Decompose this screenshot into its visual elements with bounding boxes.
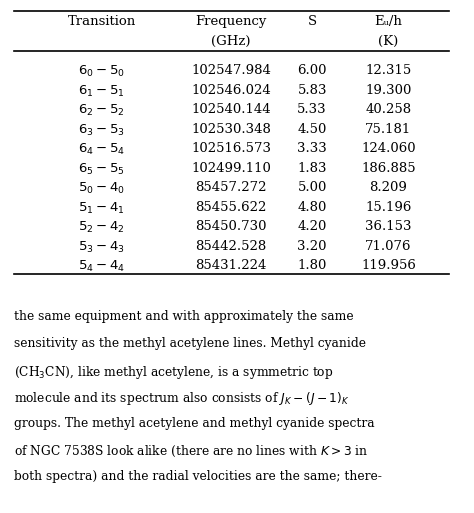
Text: the same equipment and with approximately the same: the same equipment and with approximatel… <box>14 310 354 323</box>
Text: $5_0 - 4_0$: $5_0 - 4_0$ <box>78 181 125 196</box>
Text: 5.00: 5.00 <box>298 181 327 194</box>
Text: $6_0 - 5_0$: $6_0 - 5_0$ <box>78 64 125 79</box>
Text: 75.181: 75.181 <box>365 123 411 135</box>
Text: 1.83: 1.83 <box>297 162 327 174</box>
Text: $5_2 - 4_2$: $5_2 - 4_2$ <box>79 220 125 235</box>
Text: 12.315: 12.315 <box>365 64 411 77</box>
Text: (CH$_3$CN), like methyl acetylene, is a symmetric top: (CH$_3$CN), like methyl acetylene, is a … <box>14 364 333 381</box>
Text: 85431.224: 85431.224 <box>196 259 267 272</box>
Text: 3.20: 3.20 <box>297 240 327 252</box>
Text: 1.80: 1.80 <box>298 259 327 272</box>
Text: $6_4 - 5_4$: $6_4 - 5_4$ <box>78 142 125 157</box>
Text: $5_4 - 4_4$: $5_4 - 4_4$ <box>78 259 125 274</box>
Text: 6.00: 6.00 <box>297 64 327 77</box>
Text: both spectra) and the radial velocities are the same; there-: both spectra) and the radial velocities … <box>14 470 382 483</box>
Text: 5.83: 5.83 <box>297 84 327 96</box>
Text: of NGC 7538S look alike (there are no lines with $K > 3$ in: of NGC 7538S look alike (there are no li… <box>14 444 368 459</box>
Text: 186.885: 186.885 <box>361 162 416 174</box>
Text: 85450.730: 85450.730 <box>195 220 267 233</box>
Text: Transition: Transition <box>68 15 136 28</box>
Text: (K): (K) <box>378 35 399 48</box>
Text: 8.209: 8.209 <box>370 181 407 194</box>
Text: (GHz): (GHz) <box>211 35 251 48</box>
Text: 19.300: 19.300 <box>365 84 411 96</box>
Text: 102540.144: 102540.144 <box>191 103 271 116</box>
Text: $6_1 - 5_1$: $6_1 - 5_1$ <box>78 84 125 98</box>
Text: 71.076: 71.076 <box>365 240 412 252</box>
Text: 3.33: 3.33 <box>297 142 327 155</box>
Text: 40.258: 40.258 <box>365 103 411 116</box>
Text: 102516.573: 102516.573 <box>191 142 271 155</box>
Text: groups. The methyl acetylene and methyl cyanide spectra: groups. The methyl acetylene and methyl … <box>14 417 374 430</box>
Text: Frequency: Frequency <box>196 15 267 28</box>
Text: $6_2 - 5_2$: $6_2 - 5_2$ <box>79 103 125 118</box>
Text: 4.20: 4.20 <box>298 220 327 233</box>
Text: $6_3 - 5_3$: $6_3 - 5_3$ <box>78 123 125 137</box>
Text: S: S <box>308 15 317 28</box>
Text: Eᵤ/h: Eᵤ/h <box>374 15 402 28</box>
Text: $6_5 - 5_5$: $6_5 - 5_5$ <box>78 162 125 176</box>
Text: 124.060: 124.060 <box>361 142 416 155</box>
Text: 102530.348: 102530.348 <box>191 123 271 135</box>
Text: 4.80: 4.80 <box>298 201 327 213</box>
Text: $5_3 - 4_3$: $5_3 - 4_3$ <box>78 240 125 254</box>
Text: 36.153: 36.153 <box>365 220 412 233</box>
Text: 85442.528: 85442.528 <box>196 240 267 252</box>
Text: 102499.110: 102499.110 <box>191 162 271 174</box>
Text: $5_1 - 4_1$: $5_1 - 4_1$ <box>78 201 125 215</box>
Text: 102547.984: 102547.984 <box>191 64 271 77</box>
Text: 85455.622: 85455.622 <box>196 201 267 213</box>
Text: molecule and its spectrum also consists of $J_K - (J-1)_K$: molecule and its spectrum also consists … <box>14 390 349 407</box>
Text: 4.50: 4.50 <box>298 123 327 135</box>
Text: 119.956: 119.956 <box>361 259 416 272</box>
Text: 15.196: 15.196 <box>365 201 411 213</box>
Text: 102546.024: 102546.024 <box>191 84 271 96</box>
Text: sensitivity as the methyl acetylene lines. Methyl cyanide: sensitivity as the methyl acetylene line… <box>14 337 366 350</box>
Text: 5.33: 5.33 <box>297 103 327 116</box>
Text: 85457.272: 85457.272 <box>195 181 267 194</box>
